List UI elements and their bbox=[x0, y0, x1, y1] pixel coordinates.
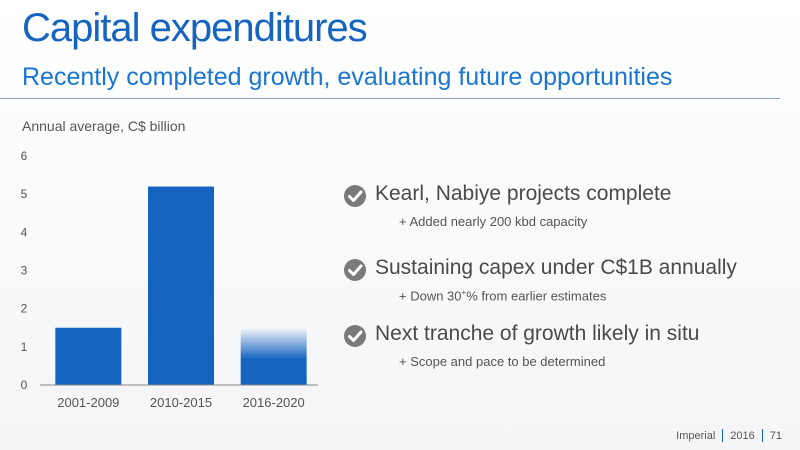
check-circle-icon bbox=[344, 259, 366, 281]
check-circle-icon bbox=[344, 325, 366, 347]
footer-separator bbox=[722, 429, 724, 442]
bullet-heading: Next tranche of growth likely in situ bbox=[375, 322, 700, 345]
footer-company: Imperial bbox=[676, 429, 716, 442]
slide-title: Capital expenditures bbox=[22, 6, 368, 50]
bullet-subtext: + Down 30+% from earlier estimates bbox=[399, 288, 607, 304]
y-tick-label: 2 bbox=[21, 302, 28, 316]
x-tick-label: 2001-2009 bbox=[57, 395, 119, 410]
bullet-subtext: + Scope and pace to be determined bbox=[399, 354, 606, 369]
y-tick-label: 5 bbox=[21, 187, 28, 201]
title-divider bbox=[0, 98, 780, 99]
slide-subtitle: Recently completed growth, evaluating fu… bbox=[22, 63, 673, 91]
y-tick-label: 6 bbox=[21, 149, 28, 163]
bar-2016-2020 bbox=[240, 327, 307, 385]
check-circle-icon bbox=[344, 185, 366, 207]
y-tick-label: 1 bbox=[21, 340, 28, 354]
x-tick-label: 2010-2015 bbox=[150, 395, 212, 410]
footer-page-number: 71 bbox=[769, 429, 782, 442]
bullet-subtext: + Added nearly 200 kbd capacity bbox=[399, 214, 588, 229]
bullet-heading: Kearl, Nabiye projects complete bbox=[375, 182, 672, 205]
bar-2010-2015 bbox=[148, 186, 214, 385]
x-tick-label: 2016-2020 bbox=[243, 395, 305, 410]
bar-2001-2009 bbox=[55, 327, 122, 385]
chart-y-axis-label: Annual average, C$ billion bbox=[22, 118, 186, 134]
capex-bar-chart: 0 1 2 3 4 5 6 2001-2009 2010-2015 2016-2020 bbox=[21, 149, 318, 410]
slide-footer: Imperial 2016 71 bbox=[676, 429, 782, 442]
y-tick-label: 4 bbox=[21, 225, 28, 239]
footer-separator bbox=[761, 429, 763, 442]
footer-year: 2016 bbox=[730, 429, 755, 442]
bullet-heading: Sustaining capex under C$1B annually bbox=[375, 256, 737, 279]
y-tick-label: 3 bbox=[21, 264, 28, 278]
y-tick-label: 0 bbox=[21, 378, 28, 392]
